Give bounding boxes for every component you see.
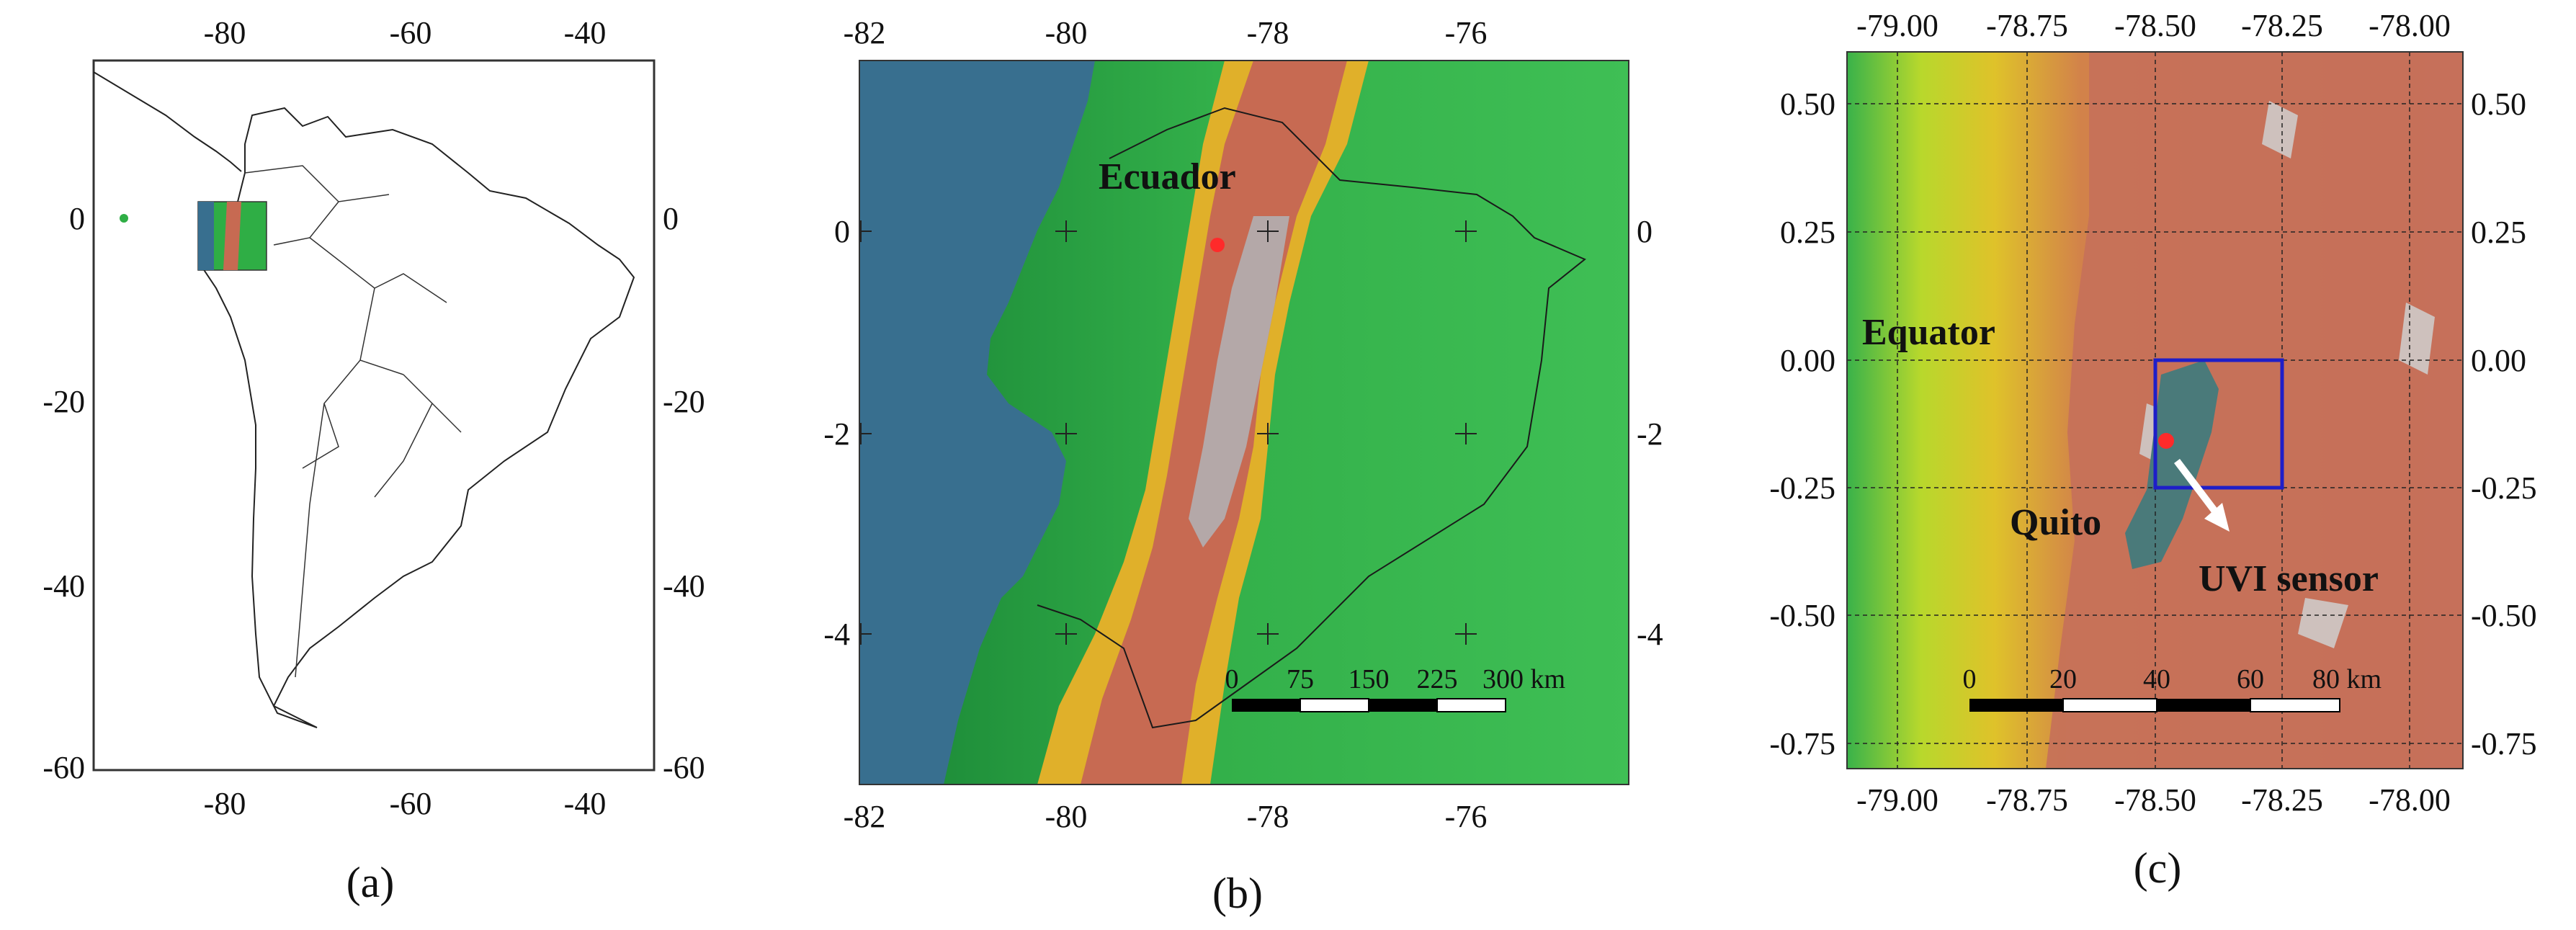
b-x-bot-0: -82: [844, 799, 886, 834]
c-y-left-5: -0.75: [1769, 726, 1835, 761]
label-quito: Quito: [2010, 502, 2101, 543]
b-x-top-1: -80: [1045, 15, 1088, 50]
highland-shading: [2046, 52, 2463, 769]
panel-c: Equator Quito UVI sensor 0 20 40 60 80 k…: [1769, 8, 2536, 892]
south-america-outline: [200, 107, 635, 728]
panel-c-caption: (c): [2134, 844, 2182, 892]
c-y-right-3: -0.25: [2471, 470, 2537, 506]
a-x-bot-2: -40: [564, 786, 607, 821]
b-x-top-2: -78: [1247, 15, 1289, 50]
a-x-bot-0: -80: [204, 786, 246, 821]
c-x-bot-0: -79.00: [1856, 782, 1938, 818]
galapagos-dot: [120, 214, 128, 223]
c-y-left-1: 0.25: [1780, 215, 1835, 250]
a-y-right-0: 0: [663, 201, 679, 236]
c-x-top-3: -78.25: [2241, 8, 2323, 43]
b-x-top-0: -82: [844, 15, 886, 50]
panel-c-frame: [1846, 51, 2464, 769]
a-y-left-2: -40: [43, 568, 85, 604]
c-x-top-4: -78.00: [2369, 8, 2451, 43]
c-y-right-4: -0.50: [2471, 598, 2537, 633]
quito-marker: [1210, 238, 1225, 252]
ecuador-border: [1037, 107, 1586, 729]
a-y-left-3: -60: [43, 750, 85, 785]
c-y-right-0: 0.50: [2471, 86, 2526, 122]
panel-a-caption: (a): [346, 859, 395, 906]
label-equator: Equator: [1862, 312, 1995, 353]
a-x-top-2: -40: [564, 15, 607, 50]
country-borders: [244, 165, 462, 678]
c-x-top-1: -78.75: [1986, 8, 2068, 43]
sensor-arrow: [2174, 458, 2230, 532]
central-america-outline: [93, 71, 242, 172]
c-y-right-5: -0.75: [2471, 726, 2537, 761]
panel-a-frame: [92, 59, 656, 772]
c-x-top-2: -78.50: [2114, 8, 2196, 43]
a-y-right-1: -20: [663, 384, 705, 419]
andes-peaks: [1189, 216, 1289, 547]
c-scale-2: 40: [2143, 664, 2170, 694]
b-x-top-3: -76: [1445, 15, 1488, 50]
b-y-left-1: -2: [823, 416, 850, 452]
c-scale-1: 20: [2049, 664, 2077, 694]
scale-bar-b: 0 75 150 225 300 km: [1225, 664, 1565, 712]
a-y-right-2: -40: [663, 568, 705, 604]
c-y-left-4: -0.50: [1769, 598, 1835, 633]
b-x-bot-3: -76: [1445, 799, 1488, 834]
quito-urban-area: [2125, 360, 2219, 569]
label-ecuador: Ecuador: [1099, 156, 1236, 197]
b-scale-4: 300 km: [1482, 664, 1565, 694]
uvi-sensor-marker: [2158, 433, 2174, 449]
panel-a: -80 -60 -40 -80 -60 -40 0 -20 -40 -60 0 …: [43, 15, 705, 906]
b-scale-3: 225: [1417, 664, 1458, 694]
b-y-right-2: -4: [1637, 617, 1663, 652]
b-scale-1: 75: [1287, 664, 1314, 694]
b-y-left-0: 0: [834, 214, 850, 249]
c-y-right-1: 0.25: [2471, 215, 2526, 250]
c-y-left-0: 0.50: [1780, 86, 1835, 122]
b-scale-2: 150: [1349, 664, 1390, 694]
a-x-top-0: -80: [204, 15, 246, 50]
b-y-left-2: -4: [823, 617, 850, 652]
c-x-top-0: -79.00: [1856, 8, 1938, 43]
b-y-right-1: -2: [1637, 416, 1663, 452]
panel-b-frame: [859, 60, 1629, 785]
b-y-right-0: 0: [1637, 214, 1653, 249]
c-y-right-2: 0.00: [2471, 343, 2526, 378]
c-scale-4: 80 km: [2312, 664, 2382, 694]
a-y-right-3: -60: [663, 750, 705, 785]
grid-crosses: [859, 220, 1477, 645]
c-x-bot-2: -78.50: [2114, 782, 2196, 818]
a-x-top-1: -60: [390, 15, 432, 50]
b-scale-0: 0: [1225, 664, 1239, 694]
study-area-box: [2153, 358, 2284, 490]
c-x-bot-4: -78.00: [2369, 782, 2451, 818]
a-y-left-1: -20: [43, 384, 85, 419]
panel-b-caption: (b): [1212, 869, 1263, 917]
c-scale-3: 60: [2237, 664, 2264, 694]
label-uvi-sensor: UVI sensor: [2199, 558, 2379, 599]
b-x-bot-1: -80: [1045, 799, 1088, 834]
c-y-left-3: -0.25: [1769, 470, 1835, 506]
b-x-bot-2: -78: [1247, 799, 1289, 834]
c-x-bot-3: -78.25: [2241, 782, 2323, 818]
c-y-left-2: 0.00: [1780, 343, 1835, 378]
panel-b: Ecuador 0 75 150 225 300 km -82 -80 -78 …: [823, 15, 1663, 917]
scale-bar-c: 0 20 40 60 80 km: [1963, 664, 2382, 712]
c-scale-0: 0: [1963, 664, 1977, 694]
c-x-bot-1: -78.75: [1986, 782, 2068, 818]
a-y-left-0: 0: [69, 201, 85, 236]
a-x-bot-1: -60: [390, 786, 432, 821]
